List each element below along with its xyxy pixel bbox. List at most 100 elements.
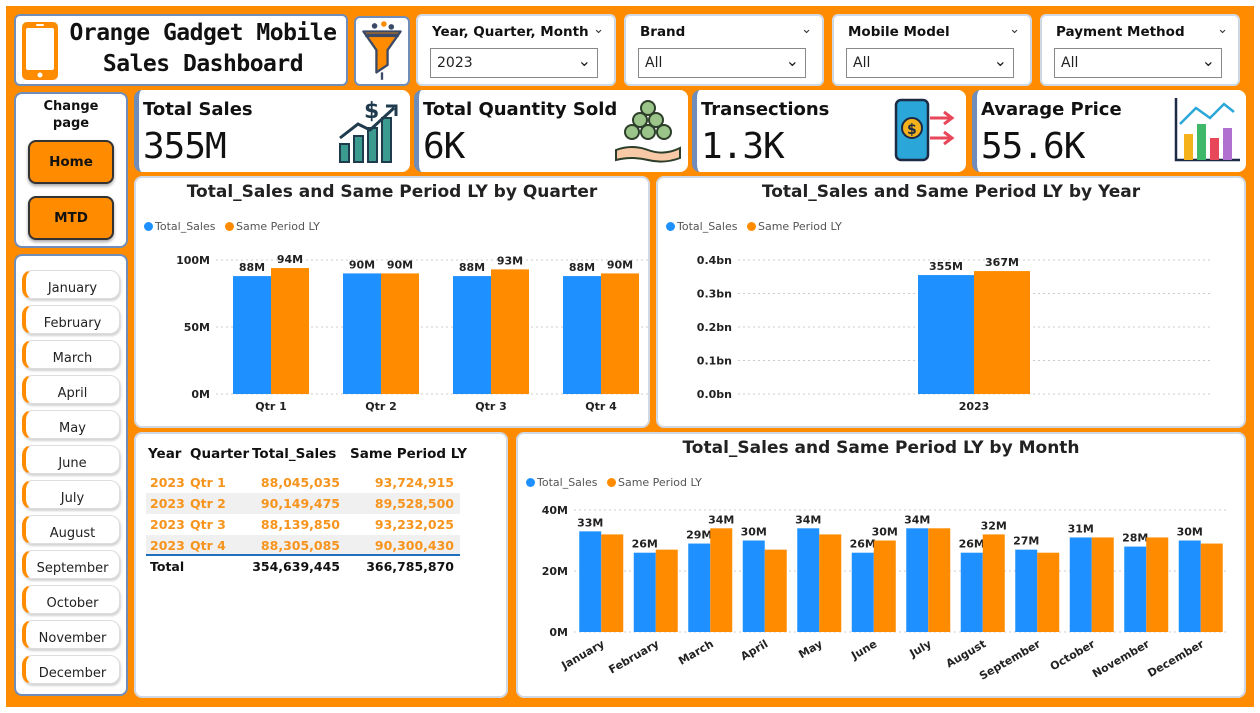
bar-same-period-november[interactable] [1146,537,1169,632]
month-button-september[interactable]: September [22,550,120,579]
bar-same-period-qtr-3[interactable] [491,269,529,394]
bar-total-sales-qtr-4[interactable] [563,276,601,394]
bar-total-sales-december[interactable] [1178,540,1201,633]
bar-same-period-march[interactable] [710,528,733,632]
chevron-down-icon[interactable]: ⌄ [1201,51,1215,70]
data-label: 26M [959,538,985,551]
bar-same-period-june[interactable] [873,540,896,633]
slicer-label: Brand [640,24,686,40]
table-header-total-sales: Total_Sales [252,446,337,462]
bar-total-sales-2023[interactable] [918,275,974,394]
y-tick-label: 20M [542,565,568,578]
slicer-brand[interactable]: Brand ⌄ All ⌄ [624,14,824,86]
bar-same-period-april[interactable] [764,549,787,632]
bar-total-sales-qtr-2[interactable] [343,273,381,394]
bar-same-period-qtr-4[interactable] [601,273,639,394]
slicer-value: All [645,55,663,71]
data-label: 88M [459,261,485,274]
chevron-down-icon[interactable]: ⌄ [785,51,799,70]
kpi-label: Transections [701,99,830,120]
data-label: 94M [277,253,303,266]
bar-same-period-july[interactable] [928,528,951,632]
mtd-button[interactable]: MTD [28,196,114,240]
bar-total-sales-january[interactable] [579,531,602,632]
home-button[interactable]: Home [28,140,114,184]
y-tick-label: 0.2bn [697,321,732,334]
slicer-year-quarter-month[interactable]: Year, Quarter, Month ⌄ 2023 ⌄ [416,14,616,86]
bar-total-sales-qtr-1[interactable] [233,276,271,394]
data-label: 26M [850,538,876,551]
bar-same-period-2023[interactable] [974,271,1030,394]
table-header-same-period: Same Period LY [350,446,468,462]
bar-same-period-qtr-2[interactable] [381,273,419,394]
kpi-total-sales: Total Sales 355M $ [134,90,410,172]
bar-total-sales-september[interactable] [1015,549,1038,632]
legend-dot-total-sales [666,222,675,231]
x-tick-label: March [676,637,716,667]
chevron-down-icon[interactable]: ⌄ [1217,22,1228,37]
x-tick-label: January [559,637,607,672]
slicer-payment-method[interactable]: Payment Method ⌄ All ⌄ [1040,14,1240,86]
bar-total-sales-qtr-3[interactable] [453,276,491,394]
month-button-may[interactable]: May [22,410,120,439]
month-button-october[interactable]: October [22,585,120,614]
kpi-transections: Transections 1.3K $ [692,90,966,172]
slicer-dropdown[interactable]: All ⌄ [638,48,806,78]
bar-same-period-qtr-1[interactable] [271,268,309,394]
x-tick-label: November [1090,637,1152,680]
month-button-november[interactable]: November [22,620,120,649]
month-button-march[interactable]: March [22,340,120,369]
kpi-label: Total Sales [143,99,253,120]
smartphone-icon [22,22,58,80]
slicer-mobile-model[interactable]: Mobile Model ⌄ All ⌄ [832,14,1032,86]
bar-total-sales-november[interactable] [1124,546,1147,632]
bar-same-period-february[interactable] [655,549,678,632]
slicer-dropdown[interactable]: All ⌄ [1054,48,1222,78]
month-button-july[interactable]: July [22,480,120,509]
bar-total-sales-may[interactable] [797,528,820,632]
y-tick-label: 0.4bn [697,254,732,267]
chevron-down-icon[interactable]: ⌄ [593,22,604,37]
slicer-dropdown[interactable]: 2023 ⌄ [430,48,598,78]
table-header-year: Year [148,446,182,462]
bar-same-period-may[interactable] [819,534,842,632]
kpi-label: Avarage Price [981,99,1122,120]
bar-total-sales-march[interactable] [688,543,711,632]
month-button-june[interactable]: June [22,445,120,474]
bar-total-sales-april[interactable] [742,540,765,633]
x-tick-label: Qtr 4 [585,400,617,413]
bar-same-period-december[interactable] [1200,543,1223,632]
bar-same-period-august[interactable] [982,534,1005,632]
chevron-down-icon[interactable]: ⌄ [577,51,591,70]
bar-total-sales-october[interactable] [1069,537,1092,632]
chevron-down-icon[interactable]: ⌄ [1009,22,1020,37]
data-label: 30M [741,526,767,539]
x-tick-label: Qtr 1 [255,400,287,413]
month-button-february[interactable]: February [22,305,120,334]
bar-total-sales-july[interactable] [906,528,929,632]
bar-total-sales-june[interactable] [851,552,874,632]
kpi-value: 55.6K [981,126,1085,167]
slicer-dropdown[interactable]: All ⌄ [846,48,1014,78]
bar-total-sales-february[interactable] [633,552,656,632]
chevron-down-icon[interactable]: ⌄ [993,51,1007,70]
bar-same-period-january[interactable] [601,534,624,632]
month-button-december[interactable]: December [22,655,120,684]
bar-same-period-october[interactable] [1091,537,1114,632]
chart-title: Total_Sales and Same Period LY by Quarte… [186,182,598,202]
y-tick-label: 0M [549,626,568,639]
month-button-january[interactable]: January [22,270,120,299]
chart-legend: Total_Sales Same Period LY [666,220,848,233]
legend-dot-same-period [746,222,756,231]
bar-same-period-september[interactable] [1037,552,1060,632]
x-tick-label: October [1048,637,1098,673]
slicer-label: Year, Quarter, Month [432,24,589,40]
y-tick-label: 0M [191,388,210,401]
month-button-august[interactable]: August [22,515,120,544]
bar-total-sales-august[interactable] [960,552,983,632]
kpi-value: 355M [143,126,227,167]
dashboard-title: Orange Gadget Mobile Sales Dashboard [69,20,337,77]
chevron-down-icon[interactable]: ⌄ [801,22,812,37]
filter-icon-card[interactable] [354,16,410,86]
month-button-april[interactable]: April [22,375,120,404]
